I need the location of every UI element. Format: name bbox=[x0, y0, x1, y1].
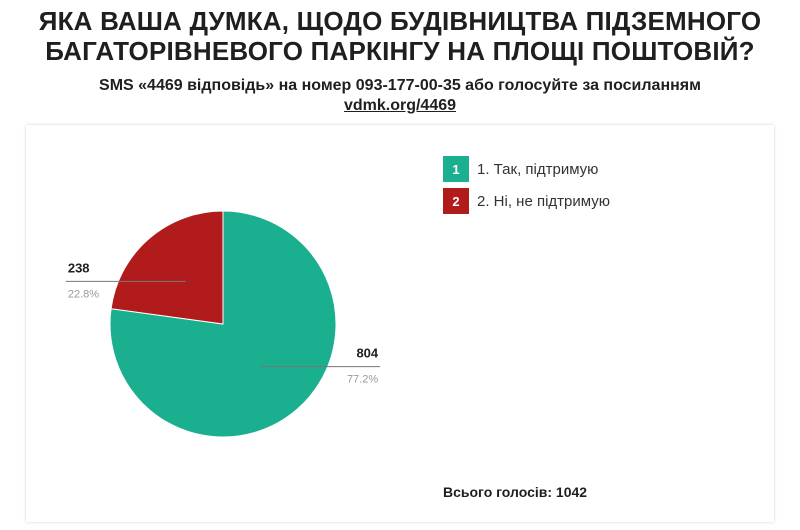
legend-label-1: 1. Так, підтримую bbox=[477, 160, 599, 178]
subtitle-text: SMS «4469 відповідь» на номер 093-177-00… bbox=[99, 77, 701, 94]
legend-item-1[interactable]: 1 1. Так, підтримую bbox=[443, 156, 610, 182]
page-title: ЯКА ВАША ДУМКА, ЩОДО БУДІВНИЦТВА ПІДЗЕМН… bbox=[0, 6, 800, 66]
slice-percent-label-1: 77.2% bbox=[347, 374, 378, 386]
vote-link[interactable]: vdmk.org/4469 bbox=[343, 97, 457, 114]
legend-badge-2: 2 bbox=[443, 188, 469, 214]
legend: 1 1. Так, підтримую 2 2. Ні, не підтриму… bbox=[443, 156, 610, 220]
chart-panel: 804 77.2% 238 22.8% 1 1. Так, підтримую 2 2… bbox=[26, 125, 774, 522]
legend-item-2[interactable]: 2 2. Ні, не підтримую bbox=[443, 188, 610, 214]
legend-label-2: 2. Ні, не підтримую bbox=[477, 192, 611, 210]
slice-value-label-1: 804 bbox=[356, 346, 378, 361]
pie-slice-2[interactable] bbox=[110, 210, 224, 325]
slice-percent-label-2: 22.8% bbox=[68, 288, 99, 300]
total-votes-value: 1042 bbox=[555, 484, 588, 500]
pie-chart: 804 77.2% 238 22.8% bbox=[65, 210, 381, 438]
legend-badge-1: 1 bbox=[443, 156, 469, 182]
total-votes-label: Всього голосів: bbox=[443, 484, 553, 500]
total-votes: Всього голосів: 1042 bbox=[443, 484, 587, 500]
title-line-1: ЯКА ВАША ДУМКА, ЩОДО БУДІВНИЦТВА ПІДЗЕМН… bbox=[38, 6, 762, 36]
slice-value-label-2: 238 bbox=[68, 260, 90, 275]
subtitle: SMS «4469 відповідь» на номер 093-177-00… bbox=[0, 76, 800, 116]
title-line-2: БАГАТОРІВНЕВОГО ПАРКІНГУ НА ПЛОЩІ ПОШТОВ… bbox=[45, 36, 755, 66]
